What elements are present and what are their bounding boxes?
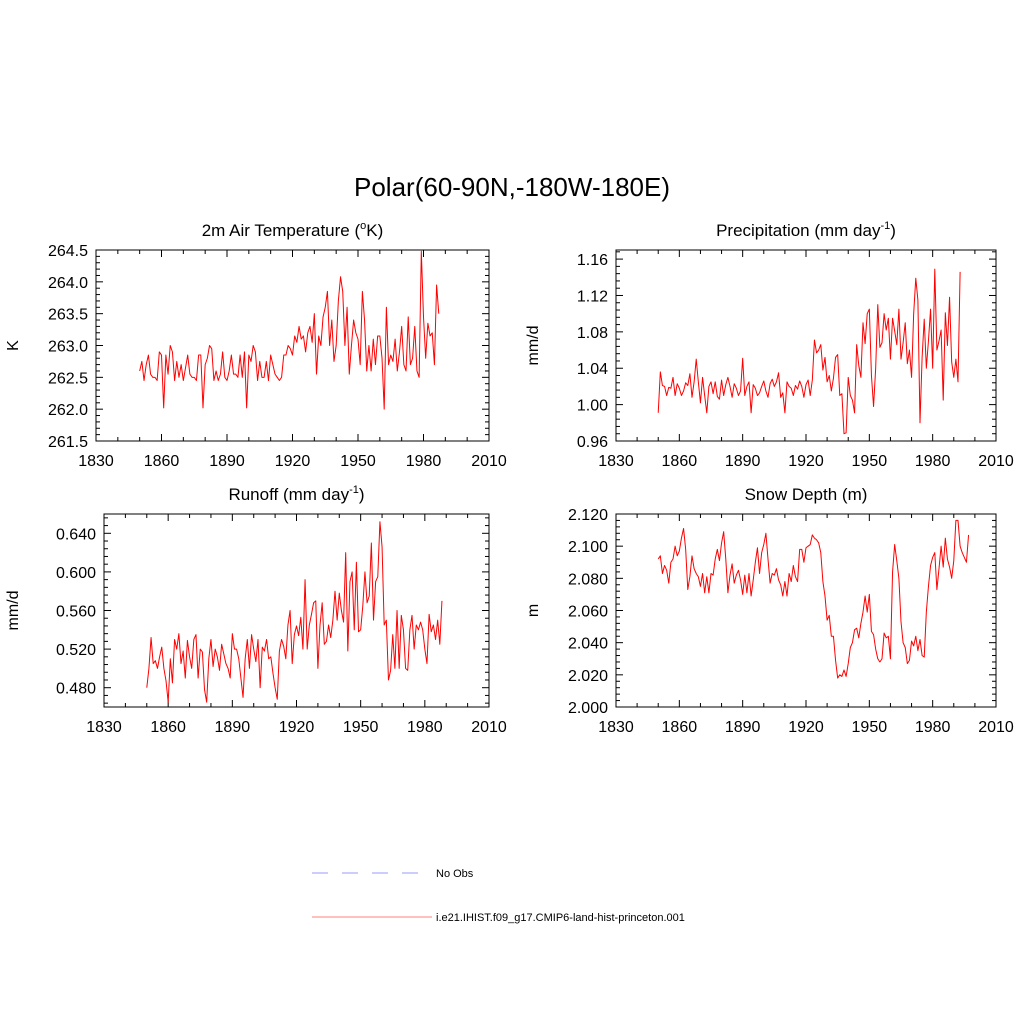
y-tick-label: 0.600 [56,565,96,582]
plot-frame [615,513,997,708]
series-line [657,519,970,679]
x-tick-label: 1890 [215,719,251,736]
panel-title-tail: K) [366,221,383,240]
y-tick-label: 2.000 [568,700,608,717]
x-tick-label: 1920 [788,719,824,736]
y-tick-label: 0.480 [56,681,96,698]
x-tick-label: 1890 [725,719,761,736]
series-line [146,521,443,703]
y-tick-label: 1.12 [577,288,608,305]
series-line [657,268,961,435]
panel-title: Precipitation (mm day-1) [716,220,896,240]
x-tick-label: 1890 [725,453,761,470]
y-tick-label: 262.5 [48,370,88,387]
legend: No Obs i.e21.IHIST.f09_g17.CMIP6-land-hi… [312,868,685,924]
panel-runoff: 1830 1860 1890 1920 1950 1980 2010 0.480 0.520 0.… [5,484,507,736]
panel-snow-depth: 1830 1860 1890 1920 1950 1980 2010 2.000 2.020 2.… [525,485,1014,736]
x-tick-label: 2010 [978,453,1014,470]
y-tick-label: 0.96 [577,434,608,451]
y-tick-label: 264.5 [48,243,88,260]
panels: 1830 1860 1890 1920 1950 1980 2010 261.5 262.0 26… [5,220,1014,736]
panel-title: Runoff (mm day-1) [228,484,364,504]
y-tick-label: 264.0 [48,275,88,292]
plot-frame [103,513,490,708]
y-axis-label: mm/d [5,591,22,631]
panel-title-tail: ) [890,221,896,240]
panel-title-main: Snow Depth (m) [745,485,868,504]
x-tick-label: 1980 [406,453,442,470]
y-tick-label: 1.08 [577,325,608,342]
y-axis-label: mm/d [525,326,542,366]
x-tick-label: 1980 [407,719,443,736]
y-tick-label: 2.040 [568,636,608,653]
y-tick-label: 1.04 [577,361,608,378]
legend-label-no-obs: No Obs [436,868,474,880]
y-tick-label: 261.5 [48,434,88,451]
y-tick-label: 0.560 [56,604,96,621]
y-tick-label: 2.080 [568,571,608,588]
panel-title-main: 2m Air Temperature ( [202,221,361,240]
panel-title-tail: ) [359,485,365,504]
legend-label-model-run: i.e21.IHIST.f09_g17.CMIP6-land-hist-prin… [436,912,685,924]
x-tick-label: 1830 [86,719,122,736]
y-tick-label: 1.00 [577,398,608,415]
y-tick-label: 2.120 [568,507,608,524]
panel-title-superscript: -1 [349,484,359,496]
x-tick-label: 2010 [471,719,507,736]
figure-title: Polar(60-90N,-180W-180E) [354,172,670,202]
panel-precipitation: 1830 1860 1890 1920 1950 1980 2010 0.96 1.00 1.04… [525,220,1014,470]
x-tick-label: 1920 [279,719,315,736]
y-tick-label: 0.520 [56,642,96,659]
series-line [139,250,440,410]
x-tick-label: 1860 [662,719,698,736]
plot-frame [615,249,997,442]
x-tick-label: 1830 [598,453,634,470]
y-tick-label: 2.060 [568,604,608,621]
x-tick-label: 1920 [275,453,311,470]
x-tick-label: 1830 [598,719,634,736]
x-tick-label: 1950 [852,719,888,736]
x-tick-label: 1860 [662,453,698,470]
x-tick-label: 1890 [209,453,245,470]
y-tick-label: 2.100 [568,539,608,556]
x-tick-label: 1860 [144,453,180,470]
y-tick-label: 1.16 [577,252,608,269]
panel-title-superscript: o [360,220,366,232]
x-tick-label: 2010 [978,719,1014,736]
x-tick-label: 2010 [471,453,507,470]
y-axis-label: m [525,604,542,617]
legend-item-no-obs: No Obs [312,868,474,880]
y-tick-label: 263.5 [48,307,88,324]
legend-item-model-run: i.e21.IHIST.f09_g17.CMIP6-land-hist-prin… [312,912,685,924]
x-tick-label: 1950 [340,453,376,470]
panel-title-main: Runoff (mm day [228,485,349,504]
panel-temperature: 1830 1860 1890 1920 1950 1980 2010 261.5 262.0 26… [5,220,507,470]
x-tick-label: 1980 [915,453,951,470]
x-tick-label: 1920 [788,453,824,470]
x-tick-label: 1950 [852,453,888,470]
x-tick-label: 1980 [915,719,951,736]
y-tick-label: 262.0 [48,402,88,419]
panel-title: 2m Air Temperature (oK) [202,220,384,240]
panel-title-superscript: -1 [880,220,890,232]
y-tick-label: 2.020 [568,668,608,685]
y-tick-label: 0.640 [56,526,96,543]
x-tick-label: 1860 [150,719,186,736]
plot-frame [95,249,490,442]
panel-title-main: Precipitation (mm day [716,221,881,240]
x-tick-label: 1950 [343,719,379,736]
y-tick-label: 263.0 [48,339,88,356]
x-tick-label: 1830 [78,453,114,470]
y-axis-label: K [5,340,22,351]
panel-title: Snow Depth (m) [745,485,868,504]
